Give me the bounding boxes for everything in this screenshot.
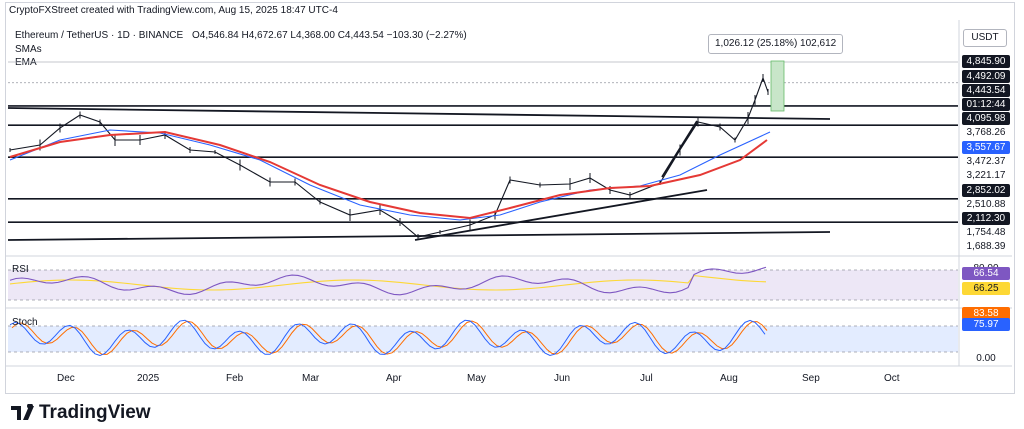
x-tick-label: Sep	[802, 373, 820, 384]
ema-legend[interactable]: EMA	[15, 57, 37, 68]
currency-button[interactable]: USDT	[963, 29, 1007, 47]
price-axis-tag: 4,845.90	[962, 55, 1010, 68]
x-tick-label: Apr	[386, 373, 402, 384]
price-axis-tag: 01:12:44	[962, 98, 1010, 111]
descending-trendline	[7, 107, 831, 120]
price-axis-tag: 2,112.30	[962, 212, 1010, 225]
x-tick-label: Jul	[640, 373, 653, 384]
rsi-axis-tag: 66.25	[962, 282, 1010, 295]
price-axis-tag: 3,557.67	[962, 141, 1010, 154]
price-axis-tag: 1,754.48	[962, 226, 1010, 239]
price-axis-tag: 3,221.17	[962, 169, 1010, 182]
stoch-axis-tag: 75.97	[962, 318, 1010, 331]
rsi-line	[9, 266, 767, 296]
rsi-label[interactable]: RSI	[12, 264, 29, 275]
open-value: O4,546.84	[191, 30, 239, 41]
price-axis-tag: 2,852.02	[962, 184, 1010, 197]
rsi-ma-line	[9, 275, 767, 291]
change-value: −103.30 (−2.27%)	[386, 30, 467, 41]
price-axis-tag: 3,472.37	[962, 155, 1010, 168]
tradingview-logo[interactable]: TradingView	[11, 402, 151, 424]
price-series-line	[9, 76, 769, 238]
x-tick-label: May	[467, 373, 486, 384]
price-axis-tag: 2,510.88	[962, 198, 1010, 211]
sma-legend[interactable]: SMAs	[15, 44, 42, 55]
channel-bottom-trendline	[7, 231, 831, 241]
x-tick-label: Jun	[554, 373, 571, 384]
price-axis-tag: 4,492.09	[962, 70, 1010, 83]
high-value: H4,672.67	[241, 30, 288, 41]
rsi-band	[8, 270, 958, 300]
price-axis-tag: 3,768.26	[962, 126, 1010, 139]
price-axis-tag: 1,688.39	[962, 240, 1010, 253]
symbol-name: Ethereum / TetherUS · 1D · BINANCE	[15, 30, 184, 41]
chart-credit: CryptoFXStreet created with TradingView.…	[9, 5, 338, 16]
low-value: L4,368.00	[290, 30, 335, 41]
stoch-axis-tag: 83.58	[962, 307, 1010, 320]
stoch-axis-tag: 0.00	[962, 352, 1010, 365]
measure-box	[770, 60, 785, 112]
x-tick-label: Aug	[720, 373, 738, 384]
x-tick-label: 2025	[137, 373, 160, 384]
x-tick-label: Mar	[302, 373, 320, 384]
close-value: C4,443.54	[337, 30, 384, 41]
tradingview-icon	[11, 402, 34, 420]
symbol-legend[interactable]: Ethereum / TetherUS · 1D · BINANCE O4,54…	[15, 30, 467, 41]
x-tick-label: Oct	[884, 373, 900, 384]
price-axis-tag: 4,095.98	[962, 112, 1010, 125]
price-axis-tag: 4,443.54	[962, 84, 1010, 97]
rsi-axis-tag: 66.54	[962, 267, 1010, 280]
measure-label: 1,026.12 (25.18%) 102,612	[708, 34, 844, 54]
stoch-label[interactable]: Stoch	[12, 317, 38, 328]
stoch-d-line	[11, 320, 768, 355]
ema-line	[9, 130, 768, 220]
x-tick-label: Feb	[226, 373, 244, 384]
x-tick-label: Dec	[57, 373, 75, 384]
brand-text: TradingView	[39, 402, 151, 423]
stoch-k-line	[9, 319, 766, 357]
ascending-trendline	[414, 189, 708, 241]
sma-line	[9, 129, 771, 221]
